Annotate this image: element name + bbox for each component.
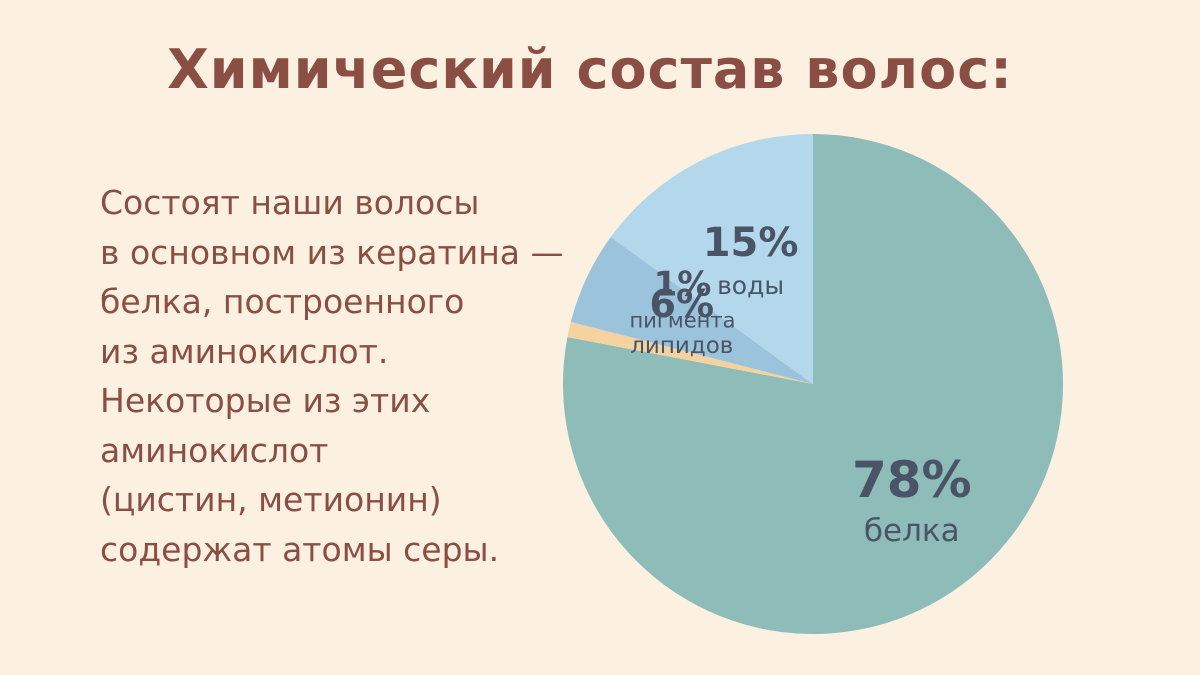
description-line: белка, построенного (100, 282, 465, 321)
slice-name-label: воды (717, 271, 784, 300)
slice-value-label: 6% (650, 282, 715, 326)
slice-value-label: 15% (703, 220, 799, 266)
page-title: Химический состав волос: (167, 38, 1013, 101)
slice-value-label: 1% (654, 265, 712, 305)
description-line: содержат атомы серы. (100, 529, 500, 569)
slice-value-label: 78% (852, 451, 972, 509)
slice-name-label: пигмента (629, 309, 735, 333)
pie-slice-2 (567, 321, 813, 384)
description-line: Состоят наши волосы (100, 183, 480, 222)
pie-slice-4 (610, 134, 813, 384)
description-text: Состоят наши волосы в основном из керати… (100, 178, 590, 574)
pie-slices (563, 134, 1064, 635)
slice-name-label: белка (864, 513, 960, 549)
slice-name-label: липидов (630, 333, 733, 359)
pie-slice-3 (570, 237, 813, 384)
description-line: Некоторые из этих (100, 381, 431, 420)
description-line: из аминокислот. (100, 331, 389, 371)
description-line: (цистин, метионин) (100, 480, 442, 519)
description-line: аминокислот (100, 430, 329, 470)
description-line: в основном из кератина — (100, 232, 564, 272)
pie-slice-1 (563, 134, 1064, 635)
